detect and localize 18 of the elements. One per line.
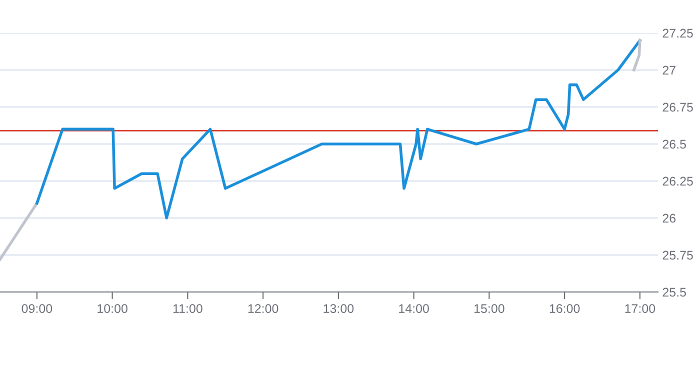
x-tick-label: 15:00 [474,304,504,313]
x-tick-label: 17:00 [625,304,656,313]
x-tick-label: 12:00 [248,304,278,313]
y-tick-label: 26.75 [662,102,693,112]
y-tick-label: 26 [662,214,676,223]
y-tick-label: 25.5 [662,288,686,297]
x-tick-label: 09:00 [22,304,52,313]
y-tick-label: 25.75 [662,250,693,260]
y-tick-label: 26.25 [662,176,693,186]
y-tick-label: 27.25 [662,28,693,38]
x-tick-label: 14:00 [399,304,429,313]
x-tick-label: 13:00 [324,304,354,313]
line-series [36,39,642,220]
x-tick-label: 16:00 [550,304,580,313]
x-tick-label: 11:00 [173,304,202,313]
x-tick-label: 10:00 [98,304,128,313]
y-tick-label: 27 [662,66,676,75]
y-tick-label: 26.5 [662,140,686,149]
